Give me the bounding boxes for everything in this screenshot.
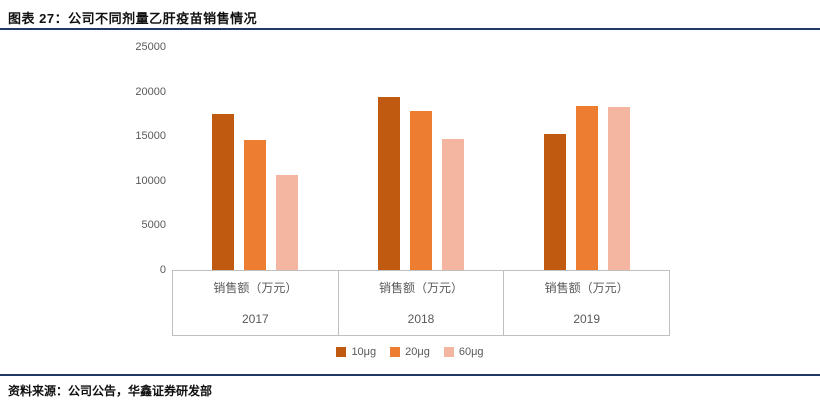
legend-item-20μg: 20μg: [390, 346, 430, 358]
figure-title: 图表 27：公司不同剂量乙肝疫苗销售情况: [8, 11, 258, 26]
bar-10μg-2017: [212, 114, 234, 270]
legend-item-10μg: 10μg: [336, 346, 376, 358]
plot-area: [172, 47, 670, 270]
category-cell-2019: 销售额（万元） 2019: [504, 271, 671, 335]
legend-label: 20μg: [405, 346, 430, 358]
category-axis-label: 销售额（万元）: [213, 280, 298, 295]
bar-60μg-2018: [442, 139, 464, 270]
legend-swatch-icon: [443, 347, 454, 357]
legend-label: 10μg: [351, 346, 377, 358]
bottom-divider-line: [0, 374, 820, 376]
category-year-label: 2019: [573, 312, 601, 326]
category-cell-2017: 销售额（万元） 2017: [173, 271, 339, 335]
legend-swatch-icon: [390, 347, 401, 357]
legend-label: 60μg: [458, 346, 484, 358]
source-note: 资料来源：公司公告，华鑫证券研发部: [8, 384, 213, 398]
category-axis: 销售额（万元） 2017 销售额（万元） 2018 销售额（万元） 2019: [172, 270, 671, 336]
bar-group-2019: [504, 47, 670, 270]
y-axis-tick: 10000: [135, 174, 166, 187]
category-axis-label: 销售额（万元）: [379, 280, 464, 295]
category-year-label: 2018: [407, 312, 435, 326]
category-cell-2018: 销售额（万元） 2018: [339, 271, 505, 335]
y-axis-tick: 20000: [135, 85, 166, 98]
bar-group-2017: [172, 47, 338, 270]
y-axis-tick: 5000: [141, 219, 166, 232]
bar-10μg-2018: [378, 97, 400, 270]
bar-20μg-2018: [410, 111, 432, 270]
y-axis-tick: 15000: [135, 130, 166, 143]
chart-legend: 10μg 20μg 60μg: [0, 346, 820, 358]
bar-10μg-2019: [544, 134, 566, 270]
y-axis: 0 5000 10000 15000 20000 25000: [100, 41, 166, 276]
bar-group-2018: [338, 47, 504, 270]
top-divider-line: [0, 28, 820, 30]
bar-60μg-2017: [276, 175, 298, 270]
category-axis-label: 销售额（万元）: [544, 280, 629, 295]
y-axis-tick: 0: [159, 264, 166, 276]
y-axis-tick: 25000: [135, 41, 166, 53]
bar-20μg-2019: [576, 106, 598, 270]
legend-swatch-icon: [336, 347, 347, 357]
bar-20μg-2017: [244, 140, 266, 270]
legend-item-60μg: 60μg: [443, 346, 484, 358]
category-year-label: 2017: [241, 312, 269, 326]
bar-60μg-2019: [608, 107, 630, 270]
